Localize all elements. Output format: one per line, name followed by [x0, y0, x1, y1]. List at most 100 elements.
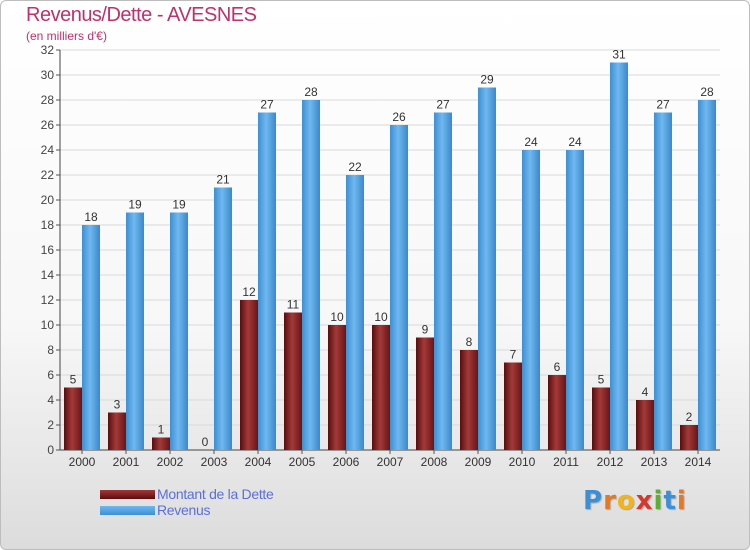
y-tick-label: 16 [41, 243, 55, 257]
data-label-revenus: 29 [480, 73, 494, 87]
bar-revenus [522, 150, 540, 450]
y-tick-label: 0 [47, 443, 54, 457]
logo-letter: t [663, 486, 677, 516]
legend-label-debt: Montant de la Dette [157, 486, 274, 502]
bar-revenus [346, 175, 364, 450]
x-tick-label: 2008 [421, 455, 448, 469]
data-label-revenus: 22 [348, 160, 362, 174]
data-label-revenus: 19 [128, 198, 142, 212]
data-label-revenus: 26 [392, 110, 406, 124]
bar-dette [636, 400, 654, 450]
data-label-dette: 5 [70, 373, 77, 387]
data-label-dette: 9 [422, 323, 429, 337]
data-label-revenus: 27 [656, 98, 670, 112]
x-tick-label: 2000 [69, 455, 96, 469]
bar-revenus [258, 112, 276, 450]
logo-letter: i [653, 486, 664, 516]
y-tick-label: 6 [47, 368, 54, 382]
bar-revenus [82, 225, 100, 450]
x-tick-label: 2001 [113, 455, 140, 469]
bar-revenus [170, 212, 188, 450]
y-tick-label: 28 [41, 93, 55, 107]
bar-dette [460, 350, 478, 450]
y-tick-label: 10 [41, 318, 55, 332]
y-tick-label: 32 [41, 43, 55, 57]
x-tick-label: 2014 [685, 455, 712, 469]
bar-revenus [610, 62, 628, 450]
logo-letter: r [603, 486, 617, 516]
data-label-revenus: 21 [216, 173, 230, 187]
bar-dette [240, 300, 258, 450]
data-label-dette: 1 [158, 423, 165, 437]
x-tick-label: 2010 [509, 455, 536, 469]
y-tick-label: 12 [41, 293, 55, 307]
bar-revenus [566, 150, 584, 450]
data-label-dette: 3 [114, 398, 121, 412]
bar-dette [64, 387, 82, 450]
data-label-dette: 10 [374, 310, 388, 324]
x-tick-label: 2002 [157, 455, 184, 469]
bar-dette [504, 362, 522, 450]
data-label-revenus: 28 [700, 85, 714, 99]
data-label-dette: 8 [466, 335, 473, 349]
data-label-dette: 4 [642, 385, 649, 399]
chart-legend: Montant de la Dette Revenus [100, 486, 274, 518]
data-label-dette: 6 [554, 360, 561, 374]
y-tick-label: 8 [47, 343, 54, 357]
bar-dette [416, 337, 434, 450]
data-label-dette: 7 [510, 348, 517, 362]
data-label-revenus: 27 [260, 98, 274, 112]
bar-dette [152, 437, 170, 450]
bar-dette [284, 312, 302, 450]
bar-dette [372, 325, 390, 450]
x-tick-label: 2011 [553, 455, 579, 469]
data-label-revenus: 19 [172, 198, 186, 212]
x-tick-label: 2006 [333, 455, 360, 469]
logo-letter: P [583, 486, 604, 516]
bar-revenus [390, 125, 408, 450]
y-tick-label: 24 [41, 143, 55, 157]
chart-subtitle: (en milliers d'€) [26, 29, 107, 43]
bar-dette [108, 412, 126, 450]
data-label-dette: 0 [202, 435, 209, 449]
chart-title: Revenus/Dette - AVESNES [26, 4, 257, 26]
logo-letter: x [635, 486, 654, 516]
x-tick-label: 2005 [289, 455, 316, 469]
y-tick-label: 18 [41, 218, 55, 232]
y-tick-label: 22 [41, 168, 55, 182]
x-tick-label: 2004 [245, 455, 272, 469]
legend-swatch-revenus [100, 505, 155, 515]
bar-revenus [126, 212, 144, 450]
y-tick-label: 2 [47, 418, 54, 432]
proxiti-logo: Proxiti [583, 486, 687, 516]
bar-revenus [214, 187, 232, 450]
logo-letter: i [676, 486, 687, 516]
y-tick-label: 14 [41, 268, 55, 282]
y-tick-label: 30 [41, 68, 55, 82]
legend-label-revenus: Revenus [157, 502, 211, 518]
logo-letter: o [616, 486, 636, 516]
data-label-dette: 11 [287, 298, 300, 312]
x-tick-label: 2009 [465, 455, 492, 469]
data-label-dette: 5 [598, 373, 605, 387]
legend-swatch-debt [100, 489, 155, 499]
bar-revenus [478, 87, 496, 450]
x-tick-label: 2012 [597, 455, 624, 469]
data-label-revenus: 24 [524, 135, 538, 149]
data-label-dette: 2 [686, 410, 693, 424]
data-label-dette: 10 [330, 310, 344, 324]
bar-revenus [434, 112, 452, 450]
y-tick-label: 20 [41, 193, 55, 207]
data-label-dette: 12 [242, 285, 256, 299]
x-tick-label: 2007 [377, 455, 404, 469]
y-tick-label: 26 [41, 118, 55, 132]
bar-dette [680, 425, 698, 450]
x-tick-label: 2013 [641, 455, 668, 469]
bar-dette [548, 375, 566, 450]
y-tick-label: 4 [47, 393, 54, 407]
data-label-revenus: 28 [304, 85, 318, 99]
legend-item-revenus: Revenus [100, 502, 274, 518]
bar-revenus [698, 100, 716, 450]
bar-revenus [302, 100, 320, 450]
